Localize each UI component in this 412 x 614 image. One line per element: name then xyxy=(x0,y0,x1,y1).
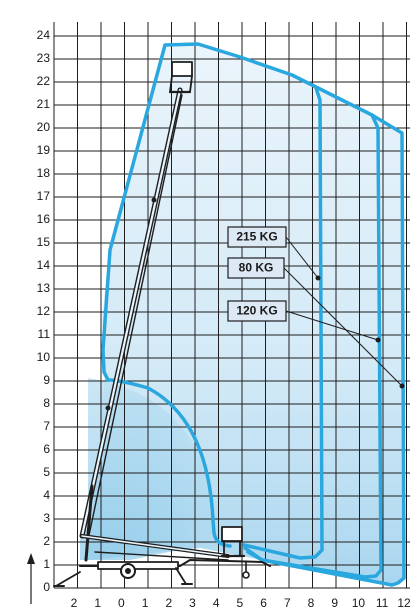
x-tick-label: 2 xyxy=(71,596,78,610)
y-tick-label: 16 xyxy=(37,212,51,226)
x-tick-label: 1 xyxy=(94,596,101,610)
y-tick-label: 23 xyxy=(37,51,51,65)
y-tick-label: 11 xyxy=(38,327,51,341)
envelope-80kg-outline xyxy=(101,42,406,587)
x-tick-label: 3 xyxy=(189,596,196,610)
x-tick-label: 11 xyxy=(376,596,389,610)
load-label-80: 80 KG xyxy=(227,257,405,389)
trailer-chassis-icon xyxy=(53,559,271,587)
y-tick-label: 21 xyxy=(37,97,51,111)
y-tick-label: 15 xyxy=(37,235,51,249)
y-tick-label: 24 xyxy=(37,28,51,42)
y-tick-label: 4 xyxy=(43,488,50,502)
up-arrow-icon xyxy=(27,553,35,604)
y-tick-label: 3 xyxy=(43,511,50,525)
envelope-215kg-outline xyxy=(242,86,324,560)
y-tick-label: 1 xyxy=(43,557,50,571)
envelope-120kg-outline xyxy=(246,113,383,579)
x-tick-label: 4 xyxy=(213,596,220,610)
y-tick-label: 12 xyxy=(37,304,51,318)
load-label-215: 215 KG xyxy=(227,226,321,281)
envelope-inner-arc xyxy=(106,378,232,548)
y-tick-label: 10 xyxy=(37,350,51,364)
aerial-platform-icon xyxy=(79,61,246,562)
x-tick-label: 0 xyxy=(118,596,125,610)
y-tick-label: 9 xyxy=(43,373,50,387)
x-tick-label: 5 xyxy=(237,596,244,610)
y-tick-label: 22 xyxy=(37,74,51,88)
y-tick-label: 17 xyxy=(37,189,51,203)
y-tick-label: 20 xyxy=(37,120,51,134)
x-tick-label: 12 xyxy=(397,596,411,610)
y-tick-label: 0 xyxy=(43,580,50,594)
x-axis-labels: 2 1 0 1 2 3 4 5 6 7 8 9 10 11 12 xyxy=(71,596,411,610)
x-tick-label: 1 xyxy=(142,596,149,610)
load-label-120: 120 KG xyxy=(227,300,381,343)
x-tick-label: 9 xyxy=(331,596,338,610)
y-tick-label: 6 xyxy=(43,442,50,456)
y-tick-label: 13 xyxy=(37,281,51,295)
x-tick-label: 7 xyxy=(284,596,291,610)
load-label-text: 80 KG xyxy=(239,261,274,275)
x-tick-label: 10 xyxy=(352,596,366,610)
y-tick-label: 14 xyxy=(37,258,51,272)
y-tick-label: 2 xyxy=(43,534,50,548)
ground-zone-fill xyxy=(88,378,214,560)
x-tick-label: 6 xyxy=(260,596,267,610)
load-label-text: 215 KG xyxy=(236,230,277,244)
y-tick-label: 8 xyxy=(43,396,50,410)
y-tick-label: 7 xyxy=(43,419,50,433)
x-tick-label: 8 xyxy=(308,596,315,610)
y-tick-label: 5 xyxy=(43,465,50,479)
y-tick-label: 19 xyxy=(37,143,51,157)
x-tick-label: 2 xyxy=(165,596,172,610)
load-label-text: 120 KG xyxy=(236,304,277,318)
y-tick-label: 18 xyxy=(37,166,51,180)
